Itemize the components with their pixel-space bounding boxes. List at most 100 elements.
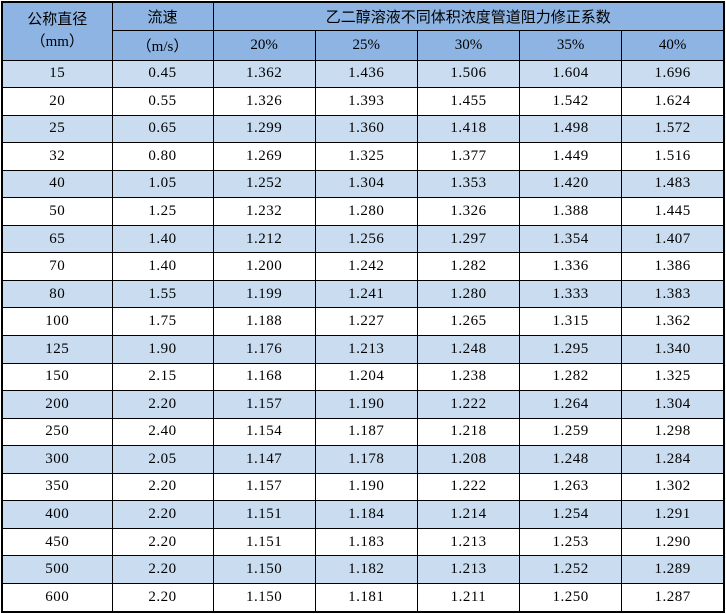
cell-velocity: 1.55 [111,279,214,309]
cell-factor-40%: 1.304 [621,390,725,419]
cell-factor-20%: 1.150 [212,582,316,613]
cell-nominal-diameter: 25 [1,114,113,144]
cell-velocity: 1.75 [111,307,214,336]
cell-factor-30%: 1.280 [416,279,521,309]
cell-factor-35%: 1.250 [519,582,623,613]
cell-velocity: 1.90 [111,334,214,364]
cell-factor-25%: 1.184 [314,500,418,529]
cell-factor-35%: 1.254 [519,500,623,529]
cell-factor-25%: 1.304 [314,169,418,199]
cell-factor-20%: 1.362 [212,59,316,89]
table-row: 25 0.65 1.299 1.360 1.418 1.498 1.572 [1,114,725,144]
cell-factor-20%: 1.252 [212,169,316,199]
cell-factor-35%: 1.388 [519,197,623,226]
cell-nominal-diameter: 200 [1,390,113,419]
cell-factor-30%: 1.418 [416,114,521,144]
cell-factor-40%: 1.284 [621,445,725,474]
table-row: 50 1.25 1.232 1.280 1.326 1.388 1.445 [1,197,725,226]
table-row: 65 1.40 1.212 1.256 1.297 1.354 1.407 [1,224,725,254]
cell-factor-35%: 1.252 [519,555,623,584]
cell-factor-25%: 1.360 [314,114,418,144]
table-header: 公称直径 （mm） 流速 乙二醇溶液不同体积浓度管道阻力修正系数 （m/s） 2… [1,1,725,61]
cell-factor-30%: 1.297 [416,224,521,254]
cell-factor-35%: 1.604 [519,59,623,89]
cell-factor-35%: 1.315 [519,307,623,336]
cell-factor-35%: 1.253 [519,527,623,557]
header-row-bottom: （m/s） 20% 25% 30% 35% 40% [2,29,725,61]
cell-factor-25%: 1.242 [314,252,418,281]
cell-velocity: 2.20 [111,527,214,557]
cell-factor-40%: 1.445 [621,197,725,226]
cell-factor-25%: 1.178 [314,445,418,474]
cell-velocity: 2.40 [111,417,214,447]
table-row: 350 2.20 1.157 1.190 1.222 1.263 1.302 [1,472,725,502]
cell-factor-30%: 1.214 [416,500,521,529]
cell-nominal-diameter: 20 [1,87,113,116]
col-header-concentration-30: 30% [416,29,521,61]
cell-factor-30%: 1.213 [416,527,521,557]
col-header-velocity: 流速 [111,1,214,31]
cell-factor-35%: 1.498 [519,114,623,144]
cell-factor-40%: 1.624 [621,87,725,116]
cell-factor-20%: 1.168 [212,362,316,392]
cell-factor-40%: 1.289 [621,555,725,584]
cell-nominal-diameter: 250 [1,417,113,447]
cell-nominal-diameter: 40 [1,169,113,199]
cell-factor-20%: 1.326 [212,87,316,116]
cell-factor-30%: 1.208 [416,445,521,474]
cell-nominal-diameter: 15 [1,59,113,89]
cell-factor-40%: 1.407 [621,224,725,254]
cell-factor-25%: 1.256 [314,224,418,254]
cell-factor-35%: 1.264 [519,390,623,419]
cell-factor-30%: 1.218 [416,417,521,447]
cell-factor-30%: 1.506 [416,59,521,89]
cell-factor-20%: 1.154 [212,417,316,447]
col-header-concentration-25: 25% [314,29,418,61]
table-body: 15 0.45 1.362 1.436 1.506 1.604 1.696 20 0.55 1.3… [1,59,725,613]
cell-factor-25%: 1.393 [314,87,418,116]
cell-velocity: 1.40 [111,252,214,281]
cell-factor-40%: 1.340 [621,334,725,364]
cell-factor-40%: 1.287 [621,582,725,613]
cell-factor-25%: 1.325 [314,142,418,171]
cell-factor-20%: 1.150 [212,555,316,584]
cell-factor-35%: 1.449 [519,142,623,171]
col-header-velocity-unit: （m/s） [111,29,214,61]
cell-factor-35%: 1.354 [519,224,623,254]
table-row: 250 2.40 1.154 1.187 1.218 1.259 1.298 [1,417,725,447]
cell-factor-35%: 1.295 [519,334,623,364]
cell-factor-30%: 1.211 [416,582,521,613]
cell-nominal-diameter: 65 [1,224,113,254]
cell-velocity: 2.20 [111,390,214,419]
cell-nominal-diameter: 70 [1,252,113,281]
cell-factor-20%: 1.151 [212,500,316,529]
cell-nominal-diameter: 32 [1,142,113,171]
cell-factor-30%: 1.455 [416,87,521,116]
cell-velocity: 2.05 [111,445,214,474]
table-row: 500 2.20 1.150 1.182 1.213 1.252 1.289 [1,555,725,584]
cell-factor-30%: 1.282 [416,252,521,281]
cell-factor-40%: 1.302 [621,472,725,502]
cell-factor-40%: 1.696 [621,59,725,89]
table-row: 70 1.40 1.200 1.242 1.282 1.336 1.386 [1,252,725,281]
nominal-diameter-unit: （mm） [30,34,84,51]
col-header-concentration-40: 40% [621,29,725,61]
cell-nominal-diameter: 100 [1,307,113,336]
cell-factor-25%: 1.183 [314,527,418,557]
cell-nominal-diameter: 80 [1,279,113,309]
cell-velocity: 0.80 [111,142,214,171]
table-row: 32 0.80 1.269 1.325 1.377 1.449 1.516 [1,142,725,171]
cell-factor-25%: 1.190 [314,472,418,502]
cell-factor-20%: 1.212 [212,224,316,254]
cell-factor-40%: 1.383 [621,279,725,309]
cell-factor-25%: 1.190 [314,390,418,419]
cell-factor-35%: 1.336 [519,252,623,281]
cell-factor-25%: 1.280 [314,197,418,226]
cell-factor-40%: 1.298 [621,417,725,447]
cell-velocity: 0.65 [111,114,214,144]
cell-factor-20%: 1.199 [212,279,316,309]
cell-factor-40%: 1.290 [621,527,725,557]
cell-factor-30%: 1.265 [416,307,521,336]
